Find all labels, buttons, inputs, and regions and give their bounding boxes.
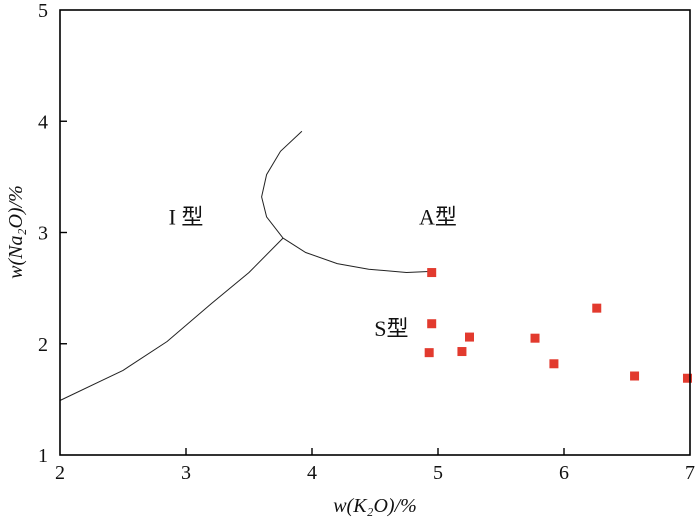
- data-point: [427, 268, 437, 278]
- y-tick-label: 5: [38, 0, 48, 22]
- plot-frame: [59, 9, 691, 456]
- x-tick-label: 4: [307, 462, 317, 484]
- data-points: [424, 268, 692, 383]
- axis-ticks: [60, 120, 565, 455]
- data-point: [549, 359, 559, 369]
- data-point: [682, 373, 692, 383]
- data-point: [630, 371, 640, 381]
- x-tick-labels: 2 3 4 5 6 7: [55, 462, 695, 484]
- data-point: [465, 332, 474, 342]
- boundary-lines: [59, 130, 432, 401]
- region-label: I 型: [169, 205, 204, 230]
- x-tick-label: 6: [559, 462, 569, 484]
- y-axis-title: w(Na₂O)/%: [5, 185, 27, 279]
- data-point: [530, 333, 540, 343]
- data-point: [457, 347, 467, 357]
- y-tick-labels: 1 2 3 4 5: [38, 0, 48, 467]
- y-tick-label: 2: [38, 334, 48, 356]
- x-tick-label: 2: [55, 462, 65, 484]
- y-tick-label: 4: [38, 111, 48, 133]
- x-axis-title: w(K₂O)/%: [333, 495, 417, 517]
- region-label: A型: [419, 205, 457, 230]
- y-tick-label: 1: [38, 445, 48, 467]
- data-point: [427, 319, 437, 329]
- x-tick-label: 7: [685, 462, 695, 484]
- x-tick-label: 3: [181, 462, 191, 484]
- y-tick-label: 3: [38, 223, 48, 245]
- region-labels: I 型 A型 S型: [169, 205, 457, 341]
- data-point: [592, 303, 602, 313]
- boundary-line: [59, 237, 284, 401]
- boundary-line: [282, 237, 432, 274]
- data-point: [424, 348, 434, 358]
- region-label: S型: [374, 316, 408, 341]
- x-tick-label: 5: [433, 462, 443, 484]
- boundary-line: [261, 130, 303, 239]
